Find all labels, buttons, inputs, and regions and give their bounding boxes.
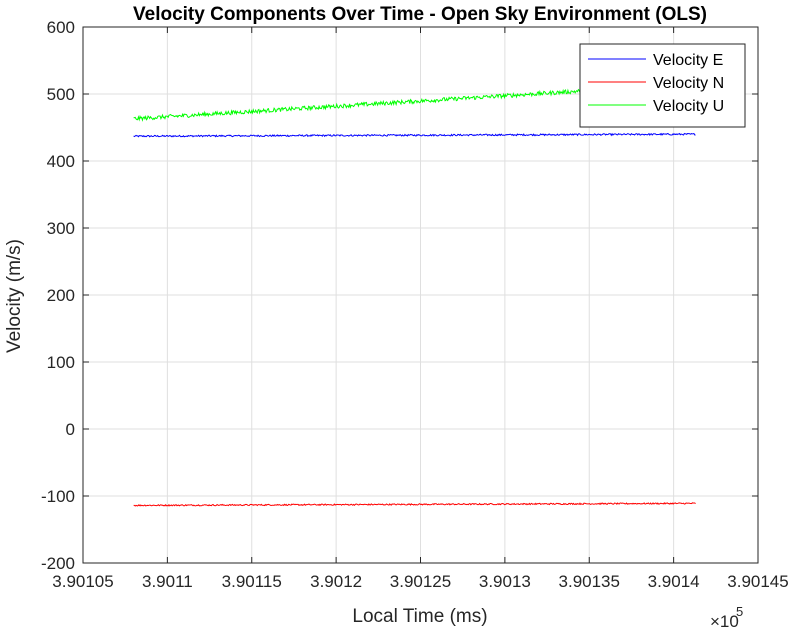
series-lines [133, 81, 697, 507]
y-tick-label: -200 [41, 554, 75, 573]
axis-ticks: 3.90105 3.9011 3.90115 3.9012 3.90125 3.9013 3… [41, 18, 789, 591]
y-tick-label: 600 [47, 18, 75, 37]
legend-entry-velocity-e: Velocity E [653, 52, 723, 69]
legend: Velocity E Velocity N Velocity U [579, 43, 746, 128]
x-tick-label: 3.90115 [222, 572, 282, 591]
legend-box [579, 43, 746, 128]
y-axis-label: Velocity (m/s) [4, 239, 25, 353]
x-axis-exponent: ×10 5 [710, 604, 743, 630]
y-tick-label: 100 [47, 353, 75, 372]
x-tick-label: 3.90105 [52, 572, 113, 591]
y-tick-label: 0 [66, 420, 75, 439]
y-tick-label: 200 [47, 286, 75, 305]
x-axis-label: Local Time (ms) [352, 606, 487, 627]
y-tick-label: 400 [47, 152, 75, 171]
legend-entry-velocity-u: Velocity U [653, 98, 724, 115]
series-line-velocity-n [133, 501, 696, 507]
x-tick-label: 3.9013 [479, 572, 531, 591]
series-line-velocity-e [133, 132, 696, 138]
x-exponent-base: ×10 [710, 612, 739, 630]
x-tick-label: 3.90135 [559, 572, 620, 591]
chart-title: Velocity Components Over Time - Open Sky… [133, 4, 707, 25]
x-tick-label: 3.90145 [727, 572, 788, 591]
x-tick-label: 3.90125 [390, 572, 451, 591]
legend-entry-velocity-n: Velocity N [653, 75, 724, 92]
x-tick-label: 3.9012 [310, 572, 362, 591]
y-tick-label: 300 [47, 219, 75, 238]
x-tick-label: 3.9011 [142, 572, 193, 591]
y-tick-label: -100 [41, 487, 75, 506]
y-tick-label: 500 [47, 85, 75, 104]
x-exponent-power: 5 [736, 604, 743, 619]
x-tick-label: 3.9014 [648, 572, 700, 591]
